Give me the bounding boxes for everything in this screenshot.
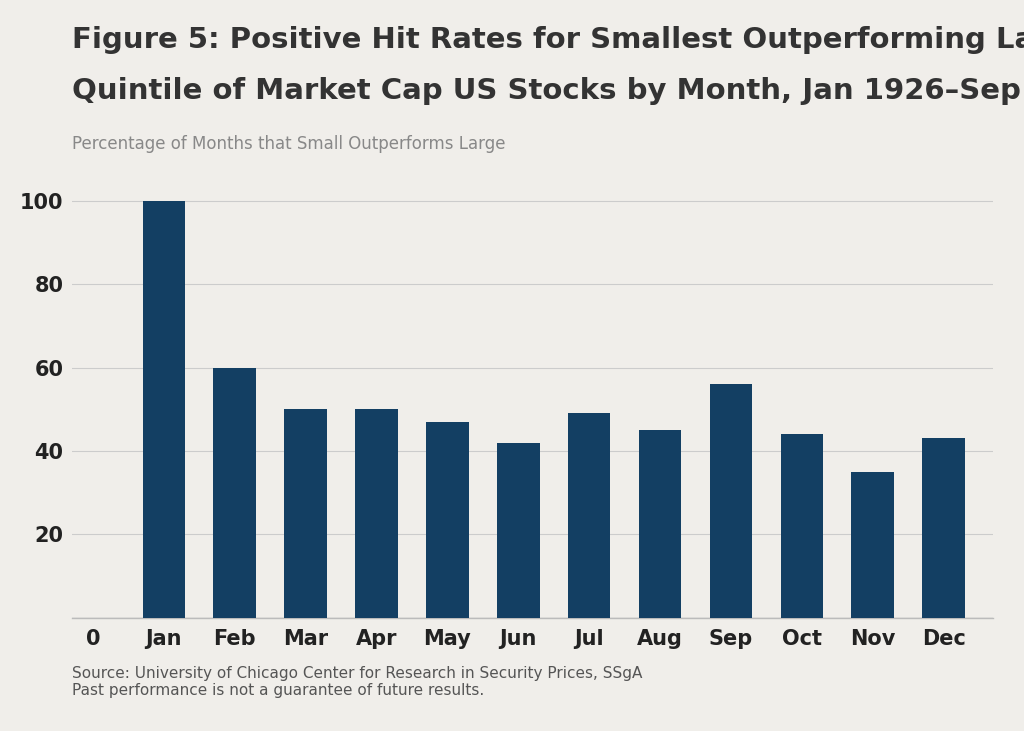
Bar (852, 471, 894, 618)
Bar (285, 409, 327, 618)
Bar (142, 201, 185, 618)
Bar (213, 368, 256, 618)
Text: Percentage of Months that Small Outperforms Large: Percentage of Months that Small Outperfo… (72, 135, 505, 154)
Bar (355, 409, 397, 618)
Bar (497, 443, 540, 618)
Bar (639, 430, 681, 618)
Bar (426, 422, 469, 618)
Text: Quintile of Market Cap US Stocks by Month, Jan 1926–Sep 2013: Quintile of Market Cap US Stocks by Mont… (72, 77, 1024, 105)
Bar (780, 434, 823, 618)
Bar (923, 439, 965, 618)
Bar (710, 385, 753, 618)
Bar (568, 414, 610, 618)
Text: Source: University of Chicago Center for Research in Security Prices, SSgA
Past : Source: University of Chicago Center for… (72, 666, 642, 698)
Text: Figure 5: Positive Hit Rates for Smallest Outperforming Largest: Figure 5: Positive Hit Rates for Smalles… (72, 26, 1024, 53)
